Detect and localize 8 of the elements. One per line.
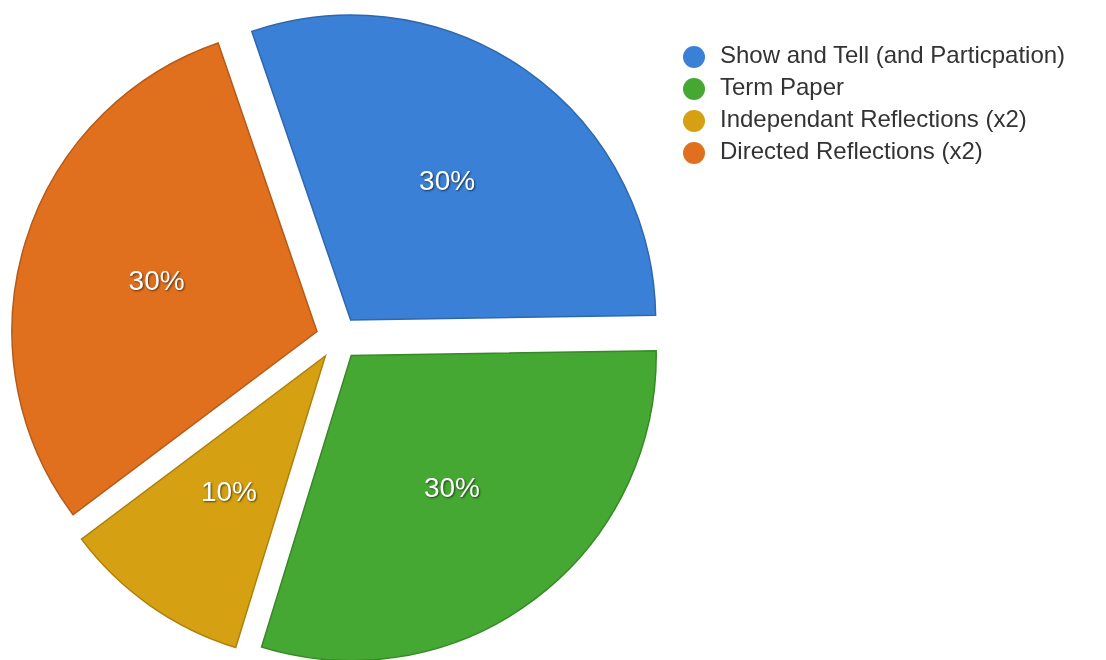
legend-label: Show and Tell (and Particpation) <box>720 41 1066 69</box>
legend-label: Term Paper <box>720 73 845 101</box>
legend-label: Directed Reflections (x2) <box>720 137 983 165</box>
legend-label: Independant Reflections (x2) <box>720 105 1027 133</box>
data-label: 30% <box>419 165 476 197</box>
data-label: 30% <box>128 264 185 296</box>
data-label: 30% <box>423 472 480 504</box>
data-label: 10% <box>200 475 257 507</box>
